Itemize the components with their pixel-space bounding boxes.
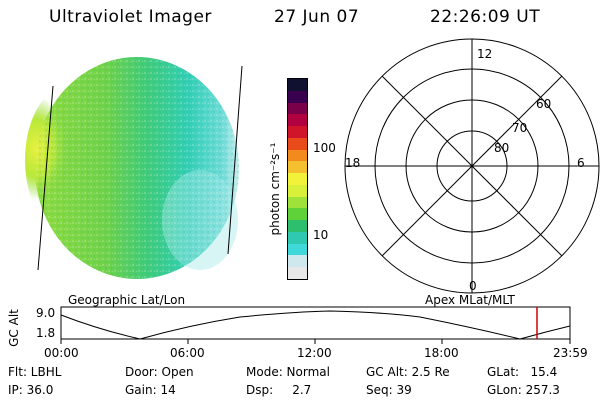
colorbar-segment [288, 114, 307, 127]
polar-lat-80: 80 [494, 141, 510, 155]
colorbar-segment [288, 161, 307, 174]
colorbar-tick-10: 10 [313, 228, 329, 242]
status-gain: Gain: 14 [125, 383, 176, 397]
colorbar-tick-100: 100 [313, 141, 336, 155]
colorbar-segment [288, 173, 307, 185]
colorbar-segment [288, 243, 307, 256]
instrument-title: Ultraviolet Imager [49, 7, 212, 27]
colorbar-segment [288, 255, 307, 268]
status-glat: GLat: 15.4 [487, 365, 558, 379]
colorbar-segment [288, 90, 307, 103]
x-tick-1200: 12:00 [297, 346, 332, 360]
colorbar [287, 78, 308, 280]
polar-label-18: 18 [345, 156, 361, 170]
colorbar-segment [288, 102, 307, 115]
colorbar-segment [288, 220, 307, 232]
date-label: 27 Jun 07 [274, 7, 360, 27]
timeline-right-label: Apex MLat/MLT [425, 293, 515, 307]
timeline-left-label: Geographic Lat/Lon [68, 293, 186, 307]
status-gcalt: GC Alt: 2.5 Re [366, 365, 450, 379]
timeline-y-top: 9.0 [36, 306, 56, 320]
x-tick-2359: 23:59 [553, 346, 588, 360]
colorbar-segment [288, 231, 307, 244]
status-ip: IP: 36.0 [8, 383, 54, 397]
status-door: Door: Open [125, 365, 194, 379]
x-tick-0000: 00:00 [44, 346, 79, 360]
x-tick-0600: 06:00 [170, 346, 205, 360]
colorbar-segment [288, 267, 307, 279]
colorbar-segment [288, 184, 307, 197]
colorbar-segment [288, 126, 307, 138]
terminator-left [37, 85, 54, 271]
polar-label-12: 12 [477, 47, 493, 61]
colorbar-segment [288, 208, 307, 221]
colorbar-segment [288, 196, 307, 209]
altitude-curve [60, 310, 571, 340]
polar-diagonal-2 [381, 75, 563, 257]
colorbar-segment [288, 137, 307, 150]
timeline-y-bottom: 1.8 [36, 326, 56, 340]
x-tick-1800: 18:00 [424, 346, 459, 360]
polar-label-0: 0 [469, 279, 477, 293]
polar-lat-60: 60 [536, 97, 552, 111]
colorbar-segment [288, 149, 307, 162]
status-seq: Seq: 39 [366, 383, 412, 397]
terminator-right [227, 65, 243, 255]
colorbar-segment [288, 78, 307, 91]
time-label: 22:26:09 UT [430, 7, 541, 27]
status-mode: Mode: Normal [246, 365, 330, 379]
status-dsp: Dsp: 2.7 [246, 383, 312, 397]
status-glon: GLon: 257.3 [487, 383, 560, 397]
status-flt: Flt: LBHL [8, 365, 62, 379]
polar-label-6: 6 [577, 156, 585, 170]
polar-lat-70: 70 [512, 121, 528, 135]
